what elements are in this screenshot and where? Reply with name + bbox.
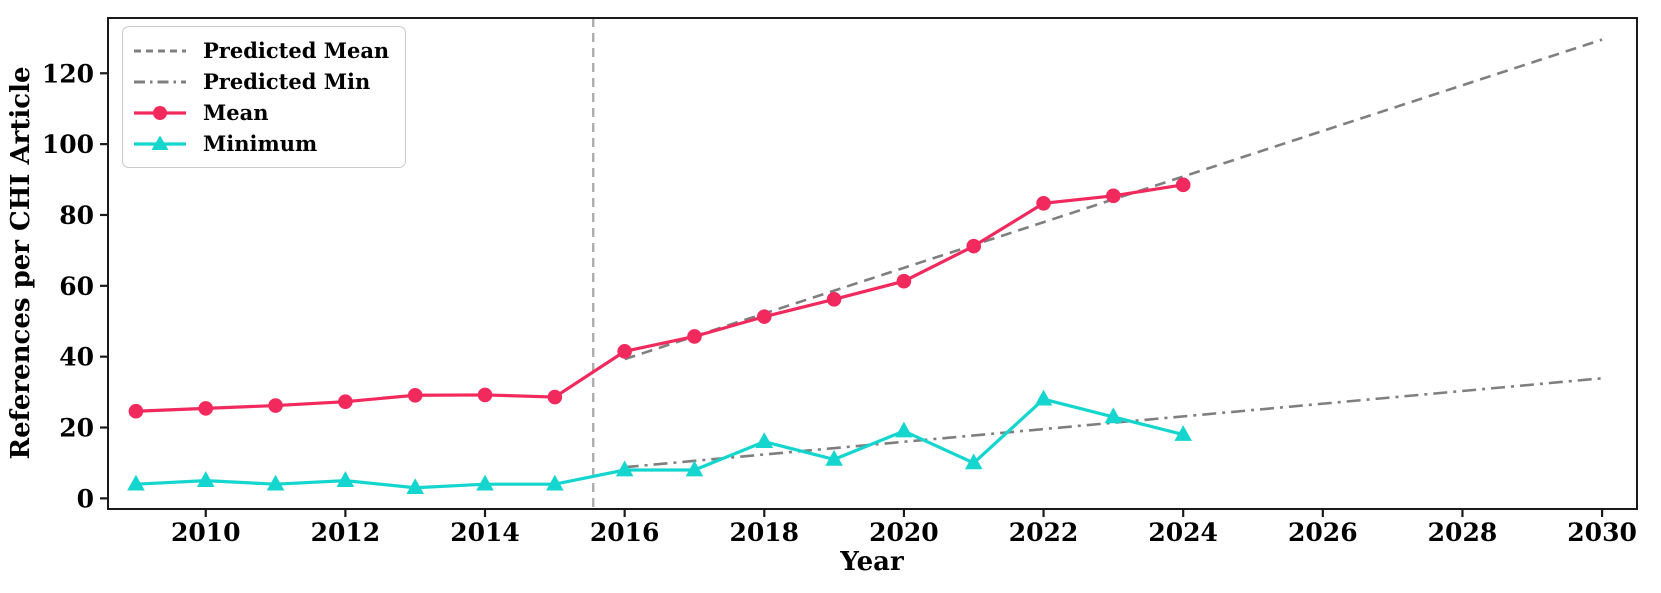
minimum-marker bbox=[825, 449, 843, 466]
minimum-marker bbox=[1174, 425, 1192, 441]
y-tick-label: 40 bbox=[59, 343, 94, 372]
minimum-marker bbox=[196, 471, 215, 487]
legend-item-label: Predicted Mean bbox=[203, 38, 390, 63]
legend-item-label: Predicted Min bbox=[203, 69, 371, 94]
plot-frame bbox=[107, 17, 1638, 510]
minimum-marker bbox=[336, 471, 355, 487]
mean-marker bbox=[338, 394, 353, 409]
x-tick-label: 2020 bbox=[869, 518, 939, 547]
legend-item-predicted-min: Predicted Min bbox=[132, 66, 389, 97]
y-tick-label: 60 bbox=[59, 272, 94, 301]
x-tick-label: 2024 bbox=[1148, 518, 1218, 547]
mean-marker bbox=[407, 387, 423, 403]
y-tick-label: 0 bbox=[77, 484, 94, 513]
x-tick-label: 2030 bbox=[1567, 518, 1637, 547]
x-tick-label: 2022 bbox=[1009, 518, 1079, 547]
minimum-marker bbox=[266, 474, 285, 491]
mean-marker bbox=[896, 273, 912, 289]
minimum-marker bbox=[615, 460, 634, 477]
x-tick-label: 2014 bbox=[450, 518, 520, 547]
minimum-marker bbox=[546, 474, 564, 491]
x-tick-label: 2012 bbox=[311, 518, 381, 547]
minimum-marker bbox=[755, 432, 774, 448]
minimum-marker bbox=[964, 453, 983, 470]
minimum-marker bbox=[895, 421, 913, 438]
triangle-marker-line-icon bbox=[134, 135, 186, 150]
y-axis-title: References per CHI Article bbox=[6, 66, 36, 459]
minimum-marker bbox=[406, 478, 424, 495]
mean-marker bbox=[1106, 188, 1121, 204]
mean-marker bbox=[1175, 177, 1191, 193]
minimum-line bbox=[135, 397, 1184, 490]
x-tick-label: 2028 bbox=[1428, 518, 1498, 547]
mean-marker bbox=[1036, 195, 1051, 211]
y-tick-label: 80 bbox=[59, 201, 94, 230]
y-tick-label: 100 bbox=[42, 130, 94, 159]
plot-area: 2010 2012 2014 2016 2018 2020 2022 2024 2026 2028… bbox=[42, 17, 1638, 547]
mean-marker bbox=[268, 398, 283, 413]
legend-item-label: Minimum bbox=[203, 131, 318, 156]
mean-marker bbox=[198, 401, 214, 416]
mean-marker bbox=[826, 291, 842, 307]
minimum-marker bbox=[1104, 407, 1123, 424]
mean-marker bbox=[756, 309, 772, 324]
mean-marker bbox=[477, 387, 493, 403]
x-tick-label: 2018 bbox=[729, 518, 799, 547]
mean-marker bbox=[617, 344, 632, 359]
legend-item-mean: Mean bbox=[132, 97, 389, 128]
mean-marker bbox=[128, 403, 144, 419]
legend-item-minimum: Minimum bbox=[132, 128, 389, 159]
x-tick-label: 2016 bbox=[590, 518, 660, 547]
minimum-marker bbox=[127, 474, 145, 491]
predicted-min-line bbox=[624, 376, 1603, 469]
circle-marker-line-icon bbox=[134, 105, 186, 120]
x-tick-label: 2010 bbox=[171, 518, 241, 547]
dashed-line-icon bbox=[134, 49, 186, 52]
minimum-marker bbox=[685, 460, 704, 477]
legend: Predicted Mean Predicted Min Mean Minimu… bbox=[122, 26, 407, 168]
x-tick-label: 2026 bbox=[1288, 518, 1358, 547]
legend-item-predicted-mean: Predicted Mean bbox=[132, 35, 389, 66]
y-tick-label: 20 bbox=[59, 414, 94, 443]
y-tick-label: 120 bbox=[42, 59, 94, 88]
mean-marker bbox=[687, 329, 702, 344]
mean-marker bbox=[966, 238, 982, 254]
legend-item-label: Mean bbox=[203, 100, 269, 125]
minimum-marker bbox=[1034, 389, 1053, 406]
mean-marker bbox=[547, 389, 563, 405]
minimum-marker bbox=[476, 474, 494, 491]
dashdot-line-icon bbox=[134, 80, 186, 83]
mean-line bbox=[135, 183, 1184, 413]
x-axis-title: Year bbox=[839, 547, 904, 577]
